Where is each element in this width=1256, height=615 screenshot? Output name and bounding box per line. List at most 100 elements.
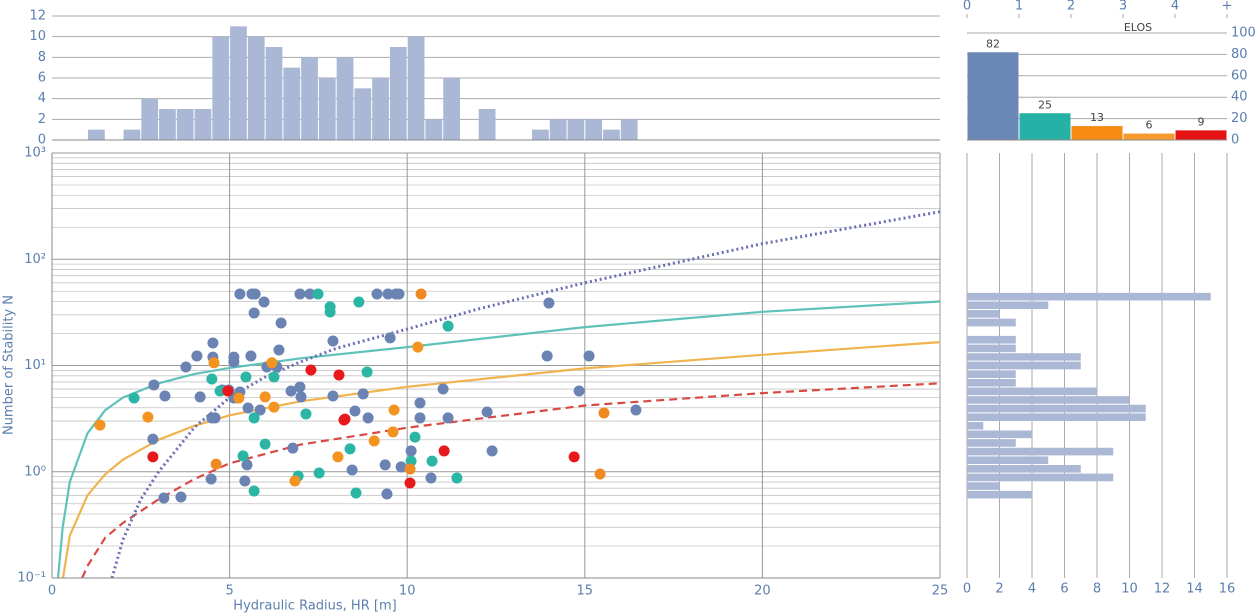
point	[573, 385, 585, 397]
point	[206, 412, 218, 424]
x-axis-label: Hydraulic Radius, HR [m]	[233, 599, 396, 614]
point	[412, 341, 424, 353]
point	[409, 431, 421, 443]
curves	[56, 210, 940, 578]
hist-bar	[336, 57, 354, 141]
point	[148, 379, 160, 391]
point	[242, 402, 254, 414]
point	[333, 369, 345, 381]
x-tick-label: 8	[1093, 582, 1101, 597]
point	[259, 391, 271, 403]
point	[346, 464, 358, 476]
value-label: 25	[1038, 98, 1052, 111]
point	[404, 463, 416, 475]
point	[304, 288, 316, 300]
hist-bar	[967, 439, 1016, 447]
x-tick-label: 1	[1015, 0, 1023, 14]
x-tick-label: 10	[399, 584, 416, 599]
point	[543, 297, 555, 309]
hist-bar	[967, 387, 1097, 396]
hist-bar	[443, 78, 460, 140]
hist-bar	[212, 36, 230, 140]
point	[237, 450, 249, 462]
point	[147, 433, 159, 445]
y-tick-label: 10⁻¹	[17, 571, 46, 586]
point	[371, 288, 383, 300]
point	[285, 385, 297, 397]
y-tick-label: 4	[38, 91, 46, 106]
hist-bar	[549, 119, 567, 140]
bar	[1123, 133, 1175, 140]
hist-bar	[967, 301, 1049, 310]
y-tick-label: 10²	[24, 252, 46, 267]
point	[248, 485, 260, 497]
hist-bar	[123, 129, 141, 140]
point	[630, 404, 642, 416]
point	[357, 388, 369, 400]
point	[268, 371, 280, 383]
bar	[1019, 113, 1071, 140]
point	[159, 390, 171, 402]
x-tick-label: +	[1222, 0, 1233, 14]
hist-bar	[967, 490, 1032, 499]
point	[234, 288, 246, 300]
point	[382, 288, 394, 300]
x-tick-label: 4	[1171, 0, 1179, 14]
point	[338, 414, 350, 426]
point	[158, 492, 170, 504]
hist-bar	[620, 119, 638, 140]
hist-bar	[967, 292, 1211, 301]
x-tick-label: 6	[1060, 582, 1068, 597]
point	[142, 411, 154, 423]
point	[353, 296, 365, 308]
hist-bar	[967, 353, 1081, 361]
y-tick-label: 6	[38, 71, 46, 86]
point	[324, 306, 336, 318]
hist-bar	[967, 465, 1081, 473]
curve	[81, 382, 940, 578]
y-tick-label: 20	[1231, 111, 1248, 126]
point	[273, 344, 285, 356]
point	[379, 459, 391, 471]
point	[393, 288, 405, 300]
hist-bar	[141, 98, 159, 140]
y-tick-label: 100	[1231, 26, 1256, 41]
x-tick-label: 14	[1186, 582, 1203, 597]
point	[289, 475, 301, 487]
point	[191, 350, 203, 362]
point	[312, 288, 324, 300]
point	[287, 442, 299, 454]
x-tick-label: 10	[1121, 582, 1138, 597]
hist-bar	[585, 119, 603, 140]
hist-bar	[301, 57, 318, 141]
point	[415, 288, 427, 300]
point	[258, 296, 270, 308]
point	[414, 412, 426, 424]
point	[239, 475, 251, 487]
hist-bar	[967, 473, 1114, 482]
point	[147, 451, 159, 463]
point	[387, 426, 399, 438]
hist-bar	[265, 47, 283, 140]
hist-bar	[318, 78, 336, 140]
point	[205, 473, 217, 485]
point	[275, 317, 287, 329]
value-label: 13	[1090, 111, 1104, 124]
point	[349, 405, 361, 417]
hist-bar	[967, 361, 1081, 370]
point	[266, 357, 278, 369]
point	[568, 451, 580, 463]
point	[594, 468, 606, 480]
hist-bar	[283, 67, 301, 140]
point	[486, 445, 498, 457]
point	[248, 307, 260, 319]
point	[438, 445, 450, 457]
point	[361, 366, 373, 378]
y-tick-label: 60	[1231, 68, 1248, 83]
point	[414, 397, 426, 409]
point	[344, 443, 356, 455]
x-tick-label: 3	[1119, 0, 1127, 14]
point	[381, 488, 393, 500]
value-label: 82	[986, 37, 1000, 50]
curve	[110, 210, 940, 578]
